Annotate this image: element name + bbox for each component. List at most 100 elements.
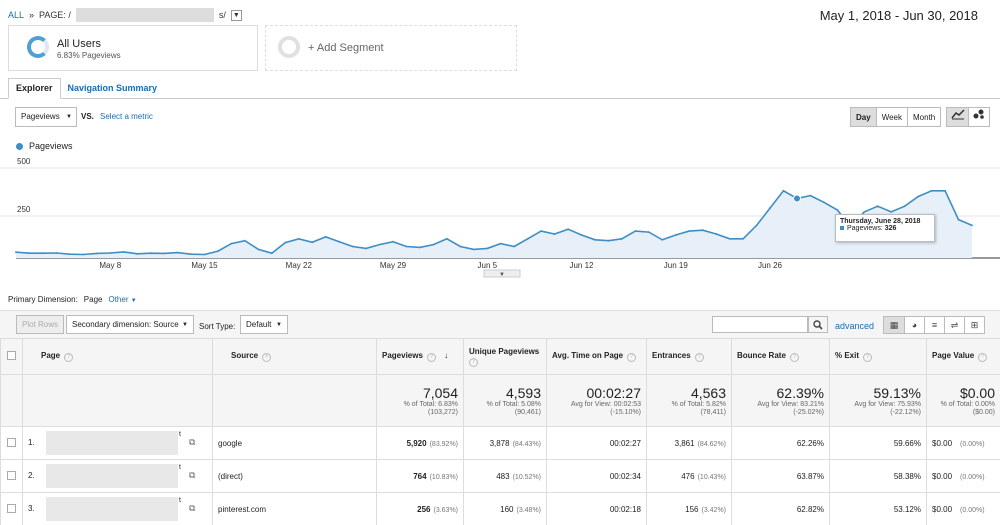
sort-type-select[interactable]: Default ▼ — [240, 315, 288, 334]
legend-series-name: Pageviews — [29, 141, 73, 151]
data-point — [190, 253, 192, 256]
data-point — [594, 238, 596, 241]
breadcrumb-all-link[interactable]: ALL — [8, 10, 25, 20]
total-exit: 59.13% Avg for View: 75.93% (-22.12%) — [829, 374, 927, 427]
secondary-dimension-select[interactable]: Secondary dimension: Source ▼ — [66, 315, 194, 334]
data-point — [69, 253, 71, 256]
period-week-button[interactable]: Week — [875, 108, 907, 126]
sort-type-label: Sort Type: — [199, 322, 236, 331]
data-point — [701, 229, 704, 232]
breadcrumb-page-prefix: PAGE: / — [39, 10, 71, 20]
segment-ring-icon — [27, 36, 49, 58]
header-source[interactable]: Source × — [212, 338, 377, 375]
period-month-button[interactable]: Month — [907, 108, 940, 126]
unique-cell: 483 (10.52%) — [463, 459, 547, 493]
data-point — [136, 252, 139, 255]
primary-dimension-other[interactable]: Other ▼ — [108, 295, 137, 304]
row-checkbox[interactable] — [0, 492, 23, 525]
data-point — [674, 234, 677, 236]
header-exit[interactable]: % Exit? — [829, 338, 927, 375]
add-segment-button[interactable]: + Add Segment — [265, 25, 517, 71]
exit-cell: 58.38% — [829, 459, 927, 493]
metric-select[interactable]: Pageviews ▼ — [15, 107, 77, 127]
pie-view-icon[interactable]: ◕ — [904, 317, 924, 333]
header-bounce-rate[interactable]: Bounce Rate? — [731, 338, 830, 375]
help-icon: ? — [789, 353, 799, 362]
tab-navigation-summary[interactable]: Navigation Summary — [67, 83, 158, 93]
caret-down-icon: ▼ — [182, 322, 188, 328]
table-search-input[interactable] — [712, 316, 808, 333]
data-point — [634, 230, 637, 233]
tab-explorer[interactable]: Explorer — [8, 78, 61, 99]
data-point — [82, 253, 85, 256]
pageviews-chart[interactable]: 500 250 May 8 May 15 May 22 May 29 Jun 5 Jun 12… — [0, 150, 1000, 280]
page-cell[interactable]: 3.t⧉ — [22, 492, 213, 525]
data-point — [890, 211, 893, 213]
help-icon: ? — [469, 357, 478, 367]
data-point — [621, 237, 623, 240]
select-metric-link[interactable]: Select a metric — [100, 112, 153, 121]
x-tick-label: May 15 — [191, 261, 218, 270]
x-tick-label: Jun 26 — [758, 261, 783, 270]
data-point — [917, 195, 919, 198]
data-point — [311, 241, 314, 244]
select-all-checkbox[interactable] — [0, 338, 23, 375]
source-cell: (direct) — [212, 459, 377, 493]
header-entrances[interactable]: Entrances? — [646, 338, 732, 375]
pivot-view-icon[interactable]: ⊞ — [964, 317, 984, 333]
primary-dimension-page[interactable]: Page — [83, 295, 103, 304]
open-page-icon[interactable]: ⧉ — [188, 437, 196, 448]
avg-time-cell: 00:02:18 — [546, 492, 647, 525]
data-point — [728, 237, 731, 240]
redacted-page — [46, 431, 178, 455]
data-point — [55, 252, 58, 254]
breadcrumb-dropdown-icon[interactable]: ▼ — [230, 9, 242, 21]
advanced-filter-link[interactable]: advanced — [835, 321, 875, 331]
row-checkbox[interactable] — [0, 426, 23, 460]
search-icon[interactable] — [808, 316, 828, 333]
data-point — [782, 189, 785, 192]
x-tick-label: May 22 — [286, 261, 313, 270]
total-unique-pageviews: 4,593% of Total: 5.08% (90,461) — [463, 374, 547, 427]
header-pageviews[interactable]: Pageviews? ↓ — [376, 338, 464, 375]
data-point — [903, 205, 906, 208]
line-chart-icon[interactable] — [947, 108, 968, 126]
period-day-button[interactable]: Day — [851, 108, 876, 126]
secondary-dimension-value: Secondary dimension: Source — [72, 320, 179, 329]
highlighted-point — [793, 194, 801, 203]
row-checkbox[interactable] — [0, 459, 23, 493]
period-toggle: Day Week Month — [850, 107, 942, 127]
data-point — [661, 238, 664, 241]
page-cell[interactable]: 1.t⧉ — [22, 426, 213, 460]
header-avg-time-on-page[interactable]: Avg. Time on Page? — [546, 338, 647, 375]
data-point — [472, 248, 475, 251]
motion-chart-icon[interactable] — [968, 108, 989, 126]
source-cell: google — [212, 426, 377, 460]
header-unique-pageviews[interactable]: Unique Pageviews? — [463, 338, 547, 375]
header-page[interactable]: Page? — [22, 338, 213, 375]
exit-cell: 53.12% — [829, 492, 927, 525]
chart-collapse-handle — [483, 269, 521, 278]
help-icon: ? — [627, 353, 637, 362]
data-point — [755, 224, 758, 227]
data-point — [270, 252, 273, 255]
date-range-picker[interactable]: May 1, 2018 - Jun 30, 2018 — [819, 8, 978, 23]
open-page-icon[interactable]: ⧉ — [188, 503, 196, 514]
total-page-value: $0.00% of Total: 0.00% ($0.00) — [926, 374, 1000, 427]
data-point — [338, 240, 341, 243]
data-point — [244, 239, 246, 242]
comparison-view-icon[interactable]: ⇌ — [944, 317, 964, 333]
header-page-value[interactable]: Page Value? — [926, 338, 1000, 375]
data-point — [540, 230, 542, 233]
source-cell: pinterest.com — [212, 492, 377, 525]
data-point — [769, 207, 771, 210]
page-cell[interactable]: 2.t⧉ — [22, 459, 213, 493]
performance-view-icon[interactable]: ≡ — [924, 317, 944, 333]
help-icon: ? — [978, 353, 988, 362]
open-page-icon[interactable]: ⧉ — [188, 470, 196, 481]
unique-cell: 3,878 (84.43%) — [463, 426, 547, 460]
data-table-view-icon[interactable]: ▦ — [884, 317, 904, 333]
plot-rows-button[interactable]: Plot Rows — [16, 315, 65, 334]
avg-time-cell: 00:02:34 — [546, 459, 647, 493]
segment-all-users[interactable]: All Users 6.83% Pageviews — [8, 25, 258, 71]
